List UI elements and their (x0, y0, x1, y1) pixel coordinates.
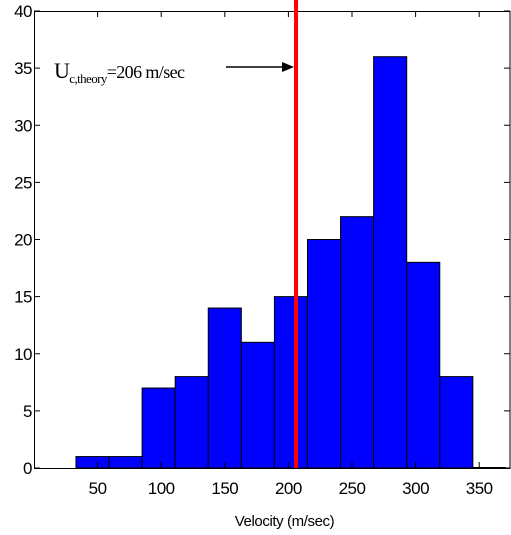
histogram-bar (108, 456, 143, 469)
x-axis-label: Velocity (m/sec) (235, 513, 335, 530)
annotation-subscript: c,theory (69, 71, 108, 86)
histogram-bar (273, 296, 308, 469)
annotation-arrow-head (282, 62, 295, 72)
histogram-bar (373, 56, 408, 469)
annotation-suffix: =206 m/sec (107, 62, 185, 82)
x-tick-label: 100 (148, 479, 175, 498)
histogram-bar (406, 261, 441, 469)
histogram-bar (207, 307, 242, 469)
x-tick-label: 150 (211, 479, 238, 498)
x-tick-label: 350 (466, 479, 493, 498)
x-tick-label: 50 (89, 479, 107, 498)
x-axis: 50 100 150 200 250 300 350 (89, 11, 493, 498)
histogram-bar (340, 216, 375, 469)
histogram-bar (174, 376, 209, 469)
x-tick-label: 300 (402, 479, 429, 498)
histogram-bar (240, 341, 275, 469)
y-tick-label: 20 (14, 231, 32, 250)
histogram-bar (306, 239, 342, 469)
histogram-bar (439, 376, 474, 469)
theory-annotation: Uc,theory=206 m/sec (54, 58, 295, 86)
y-tick-label: 40 (14, 2, 32, 21)
x-tick-label: 200 (275, 479, 302, 498)
y-tick-label: 30 (14, 116, 32, 135)
y-tick-label: 15 (14, 288, 32, 307)
annotation-main: U (54, 58, 70, 83)
y-tick-label: 25 (14, 173, 32, 192)
y-tick-label: 10 (14, 345, 32, 364)
histogram-bars (75, 56, 506, 469)
theory-annotation-label: Uc,theory=206 m/sec (54, 58, 185, 86)
histogram-bar (141, 387, 176, 469)
y-tick-label: 0 (23, 459, 32, 478)
y-axis: 0 5 10 15 20 25 30 35 40 (14, 2, 510, 478)
x-tick-label: 250 (339, 479, 366, 498)
histogram-bar (75, 456, 110, 469)
y-tick-label: 35 (14, 59, 32, 78)
y-tick-label: 5 (23, 402, 32, 421)
